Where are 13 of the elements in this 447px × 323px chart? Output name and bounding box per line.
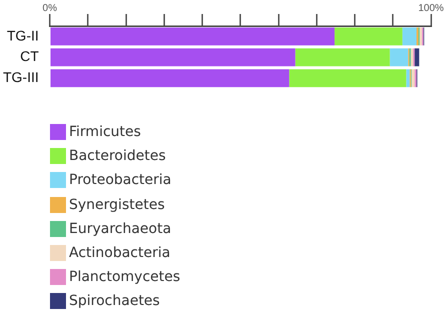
x-tick-label: 100% xyxy=(418,2,444,14)
legend-label: Actinobacteria xyxy=(69,245,170,262)
y-tick-label: TG-II xyxy=(6,27,39,44)
y-tick-label: TG-III xyxy=(2,69,39,86)
legend-label: Spirochaetes xyxy=(69,293,160,310)
legend-label: Firmicutes xyxy=(69,124,141,140)
y-tick-label: CT xyxy=(20,48,40,64)
legend-label: Planctomycetes xyxy=(69,269,180,286)
x-tick-label: 0% xyxy=(42,2,58,14)
legend-label: Synergistetes xyxy=(69,196,165,213)
legend-label: Bacteroidetes xyxy=(69,148,166,164)
legend-label: Proteobacteria xyxy=(69,172,172,188)
legend-label: Euryarchaeota xyxy=(69,220,172,237)
